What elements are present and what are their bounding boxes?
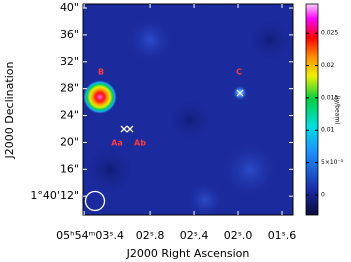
source-label: C bbox=[236, 68, 242, 77]
x-tick-label: 05ʰ54ᵐ03ˢ.4 bbox=[56, 229, 124, 242]
y-axis-title: J2000 Declination bbox=[3, 62, 16, 160]
source-label: Ab bbox=[134, 139, 146, 148]
colorbar-tick-label: 0.02 bbox=[321, 62, 335, 69]
y-tick-label: 40" bbox=[60, 1, 79, 14]
frame bbox=[82, 3, 294, 216]
colorbar-tick-label: 0.015 bbox=[321, 94, 338, 101]
colorbar-title: (Jy/beam) bbox=[334, 95, 341, 124]
y-tick-label: 28" bbox=[60, 82, 79, 95]
y-tick-label: 24" bbox=[60, 109, 79, 122]
y-tick-label: 32" bbox=[60, 55, 79, 68]
markers bbox=[120, 89, 244, 133]
colorbar-tick-label: 0.01 bbox=[321, 127, 335, 134]
x-axis-title: J2000 Right Ascension bbox=[126, 247, 250, 260]
y-tick-label: 1°40'12" bbox=[30, 189, 79, 202]
y-tick-label: 36" bbox=[60, 28, 79, 41]
y-tick-label: 20" bbox=[60, 135, 79, 148]
colorbar-tick-label: 0.025 bbox=[321, 30, 338, 37]
colorbar-tick-label: 5×10⁻³ bbox=[321, 159, 344, 166]
x-tick-label: 02ˢ.0 bbox=[224, 229, 253, 242]
image bbox=[83, 4, 293, 215]
beam bbox=[84, 190, 106, 212]
source-label: B bbox=[98, 68, 104, 77]
source-label: Aa bbox=[111, 139, 123, 148]
x-tick-label: 01ˢ.6 bbox=[268, 229, 297, 242]
x-tick-label: 02ˢ.8 bbox=[136, 229, 165, 242]
colorbar bbox=[305, 3, 319, 216]
y-tick-label: 16" bbox=[60, 162, 79, 175]
x-tick-label: 02ˢ.4 bbox=[180, 229, 209, 242]
colorbar-tick-label: 0 bbox=[321, 191, 325, 198]
